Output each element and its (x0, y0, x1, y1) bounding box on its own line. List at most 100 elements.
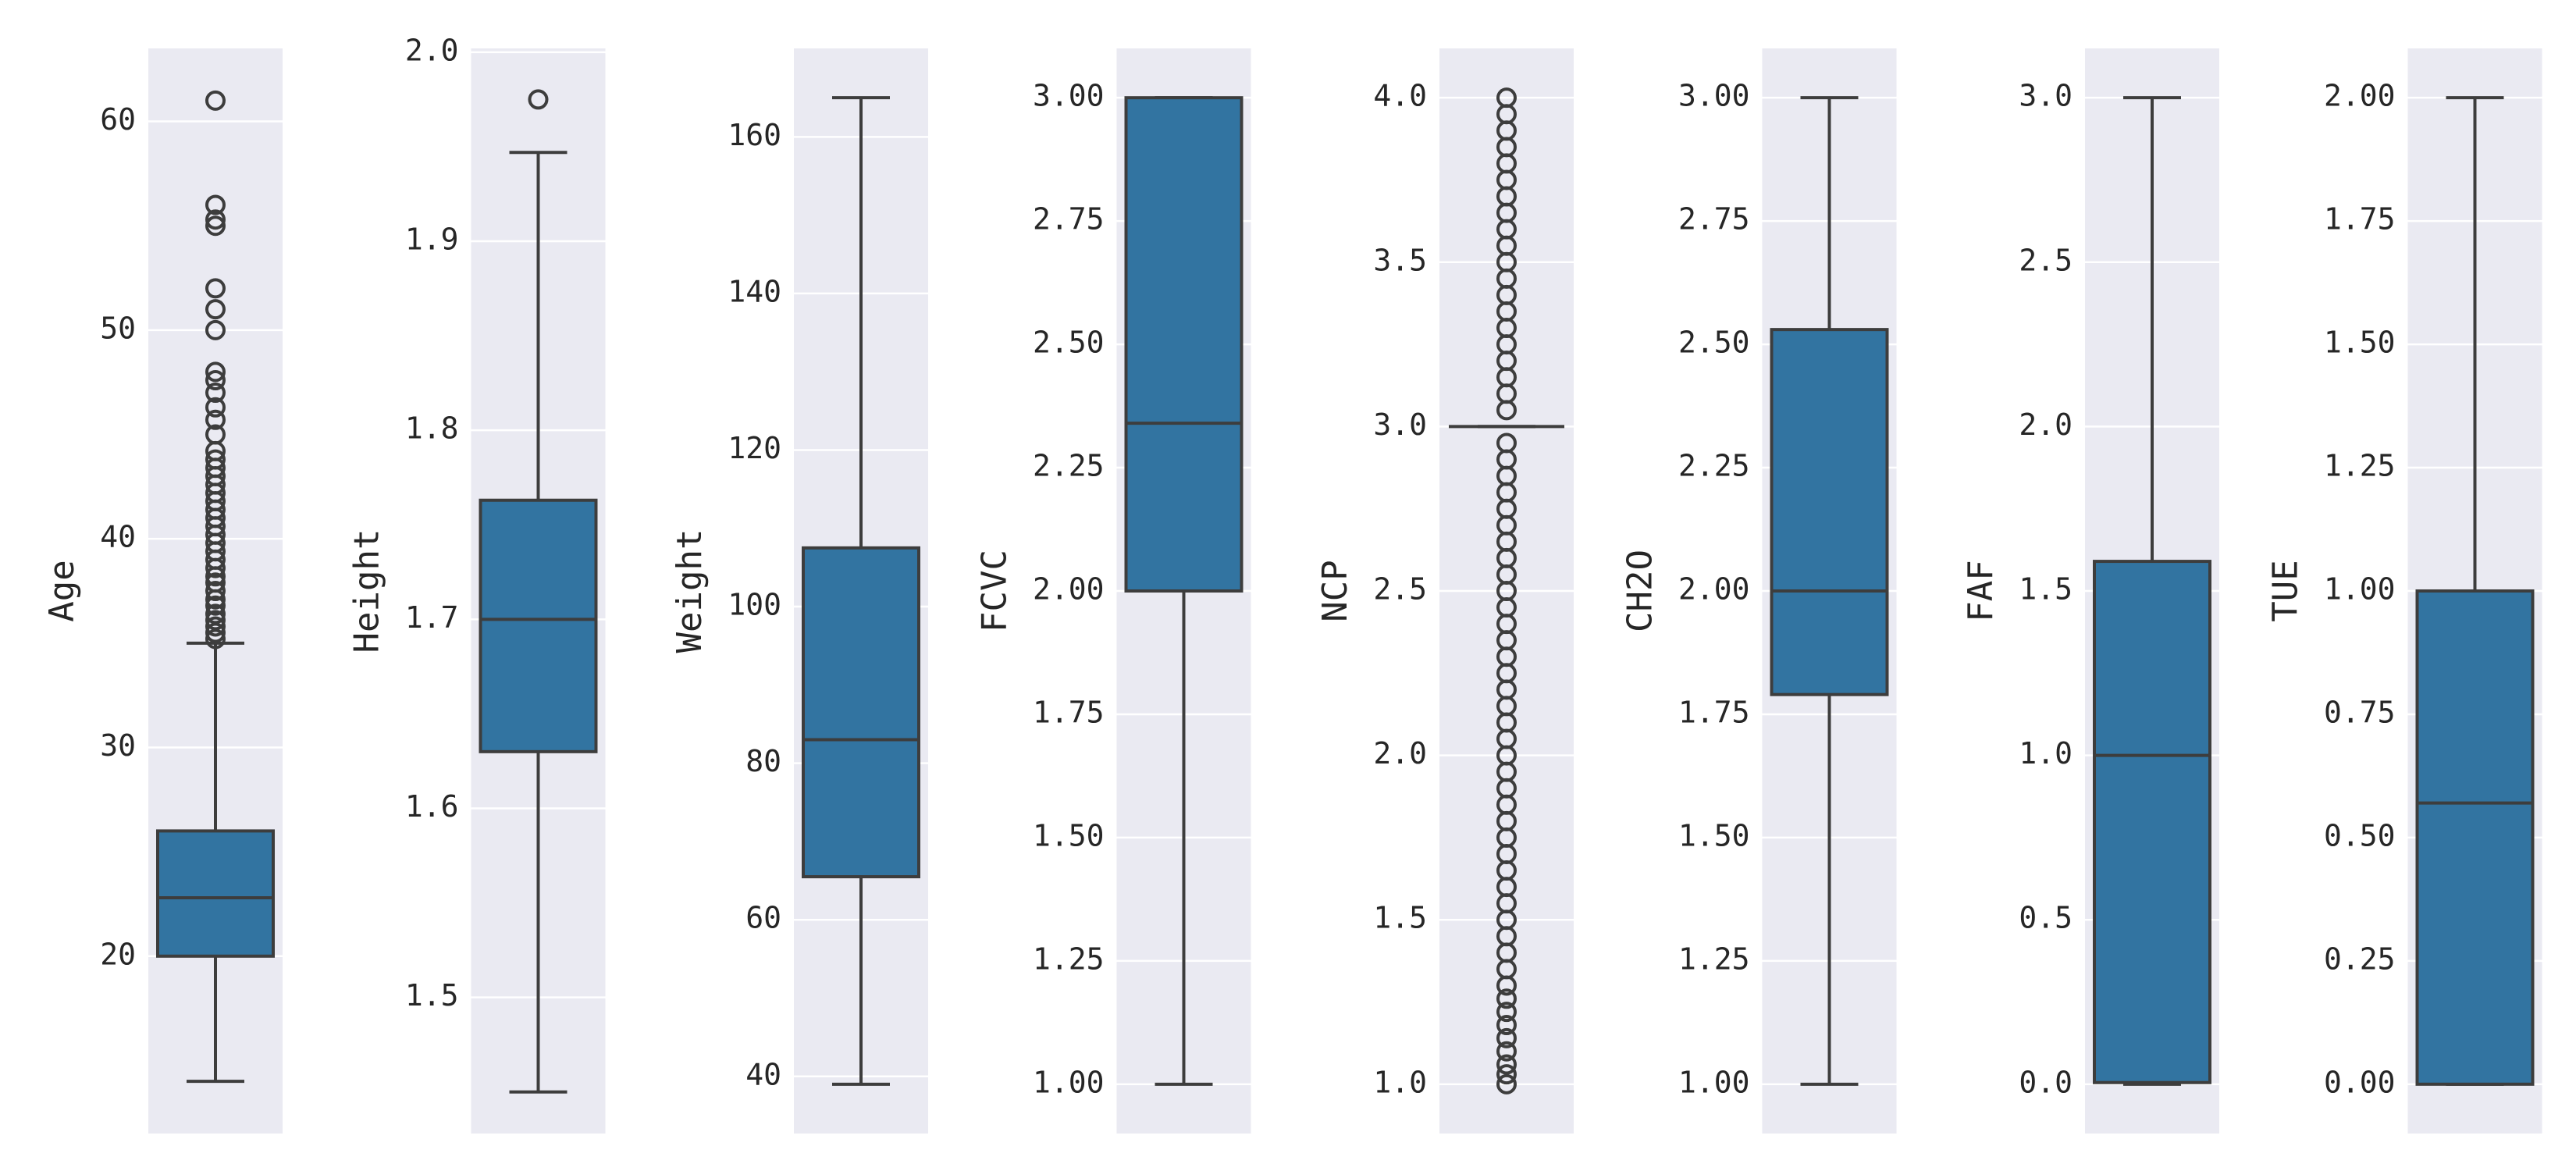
outlier-point (1496, 1041, 1517, 1062)
y-tick-label: 60 (100, 102, 136, 137)
y-tick-label: 1.5 (405, 978, 459, 1013)
y-tick-label: 120 (728, 431, 781, 465)
y-tick-label: 2.5 (2019, 243, 2073, 277)
subplot-tue: 0.00 0.25 0.50 0.75 1.00 1.25 1.50 1.75 2.00 TUE (2266, 48, 2542, 1134)
y-tick-label: 2.00 (1678, 572, 1750, 607)
y-tick-label: 80 (745, 744, 781, 778)
y-axis-label: Height (347, 529, 387, 653)
subplot-weight: 40 60 80 100 120 140 160 Weight (670, 48, 928, 1134)
y-tick-label: 1.5 (1373, 901, 1427, 935)
outlier-point (205, 572, 226, 593)
y-tick-label: 1.50 (1033, 818, 1105, 852)
y-tick-label: 3.00 (1678, 79, 1750, 113)
subplot-faf: 0.0 0.5 1.0 1.5 2.0 2.5 3.0 FAF (1961, 48, 2219, 1134)
outlier-point (1496, 87, 1517, 109)
subplot-height: 1.5 1.6 1.7 1.8 1.9 2.0 Height (347, 33, 606, 1134)
outlier-point (205, 383, 226, 404)
y-axis-label: FAF (1961, 560, 2001, 621)
y-tick-label: 2.0 (2019, 408, 2073, 442)
y-axis-label: TUE (2266, 560, 2306, 621)
y-tick-label: 1.25 (1033, 941, 1105, 976)
subplot-age: 20 30 40 50 60 Age (42, 48, 283, 1134)
outlier-point (205, 319, 226, 340)
y-axis-label: NCP (1315, 560, 1355, 621)
outlier-point (528, 89, 549, 110)
outlier-point (205, 595, 226, 616)
y-tick-label: 30 (100, 728, 136, 763)
y-tick-label: 1.7 (405, 600, 459, 635)
outlier-point (1496, 988, 1517, 1009)
outlier-point (205, 90, 226, 111)
subplot-ncp: 1.0 1.5 2.0 2.5 3.0 3.5 4.0 NCP (1315, 48, 1574, 1134)
y-tick-label: 50 (100, 311, 136, 345)
y-tick-label: 20 (100, 937, 136, 971)
outlier-point (1496, 1015, 1517, 1035)
subplot-fcvc: 1.00 1.25 1.50 1.75 2.00 2.25 2.50 2.75 3.00 FCVC (975, 48, 1251, 1134)
y-axis-label: FCVC (975, 550, 1015, 632)
outlier-point (1496, 1002, 1517, 1023)
y-tick-label: 1.00 (2324, 572, 2396, 607)
outlier-point (1496, 1064, 1517, 1085)
y-tick-label: 0.00 (2324, 1065, 2396, 1099)
y-tick-label: 100 (728, 588, 781, 622)
outlier-point (1496, 1073, 1517, 1094)
y-tick-label: 4.0 (1373, 79, 1427, 113)
y-tick-label: 3.0 (1373, 408, 1427, 442)
subplot-ch2o: 1.00 1.25 1.50 1.75 2.00 2.25 2.50 2.75 3.00 CH2O (1621, 48, 1897, 1134)
y-tick-label: 2.75 (1678, 202, 1750, 237)
y-tick-label: 1.75 (1033, 695, 1105, 729)
iqr-box (802, 546, 920, 879)
outlier-point (205, 397, 226, 418)
outlier-point (205, 370, 226, 391)
y-tick-label: 1.5 (2019, 572, 2073, 607)
iqr-box (2093, 560, 2211, 1084)
outlier-point (205, 616, 226, 637)
outlier-point (205, 215, 226, 237)
y-tick-label: 2.75 (1033, 202, 1105, 237)
y-tick-label: 3.0 (2019, 79, 2073, 113)
y-tick-label: 1.8 (405, 411, 459, 446)
y-tick-label: 40 (745, 1057, 781, 1091)
y-tick-label: 2.50 (1033, 326, 1105, 360)
iqr-box (1124, 96, 1244, 593)
iqr-box (2415, 589, 2535, 1086)
iqr-box (156, 829, 275, 958)
y-tick-label: 2.00 (2324, 79, 2396, 113)
outlier-point (1496, 432, 1517, 454)
y-tick-label: 1.0 (1373, 1065, 1427, 1099)
outlier-point (205, 610, 226, 631)
y-axis-label: Weight (670, 529, 710, 653)
y-tick-label: 1.9 (405, 222, 459, 257)
y-tick-label: 0.25 (2324, 941, 2396, 976)
y-tick-label: 140 (728, 274, 781, 308)
iqr-box (479, 498, 598, 753)
y-tick-label: 2.25 (1678, 449, 1750, 483)
y-tick-label: 2.25 (1033, 449, 1105, 483)
outlier-point (205, 449, 226, 470)
y-tick-label: 1.25 (1678, 941, 1750, 976)
y-tick-label: 1.00 (1678, 1065, 1750, 1099)
outlier-point (205, 278, 226, 299)
outlier-point (205, 603, 226, 625)
outlier-point (205, 424, 226, 445)
y-axis-label: Age (42, 560, 82, 621)
y-tick-label: 2.0 (1373, 736, 1427, 771)
y-tick-label: 0.5 (2019, 901, 2073, 935)
y-tick-label: 2.50 (1678, 326, 1750, 360)
y-tick-label: 1.75 (1678, 695, 1750, 729)
y-tick-label: 40 (100, 520, 136, 554)
outlier-point (205, 361, 226, 383)
y-tick-label: 3.00 (1033, 79, 1105, 113)
y-tick-label: 160 (728, 118, 781, 152)
y-tick-label: 1.0 (2019, 736, 2073, 771)
outlier-point (205, 581, 226, 601)
y-tick-label: 2.0 (405, 33, 459, 67)
outlier-point (205, 409, 226, 430)
y-tick-label: 0.0 (2019, 1065, 2073, 1099)
y-tick-label: 1.6 (405, 789, 459, 824)
y-tick-label: 1.50 (2324, 326, 2396, 360)
y-tick-label: 1.50 (1678, 818, 1750, 852)
outlier-point (205, 209, 226, 230)
outlier-point (1496, 1027, 1517, 1048)
